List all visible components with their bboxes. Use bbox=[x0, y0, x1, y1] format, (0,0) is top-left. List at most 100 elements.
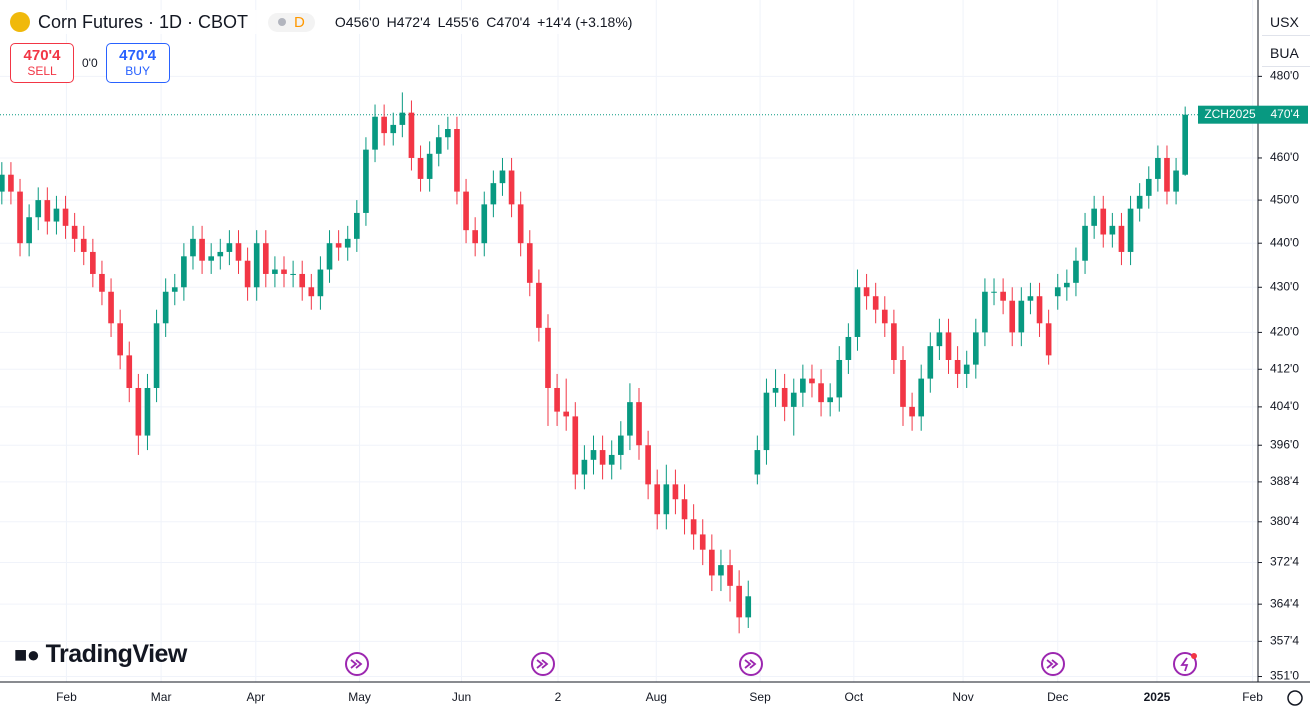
sell-button[interactable]: 470'4 SELL bbox=[10, 43, 74, 83]
interval-badge[interactable]: D bbox=[268, 12, 315, 32]
candle-body bbox=[909, 406, 915, 417]
candle-body bbox=[699, 534, 706, 550]
candle-body bbox=[17, 191, 23, 244]
candle-body bbox=[1145, 178, 1152, 196]
candle-body bbox=[936, 332, 943, 347]
y-tick-label: 460'0 bbox=[1270, 150, 1299, 164]
candle-body bbox=[790, 392, 797, 407]
candle-body bbox=[845, 336, 852, 360]
ohlc-item: C470'4 bbox=[486, 14, 530, 30]
sell-label: SELL bbox=[27, 64, 57, 78]
candle-body bbox=[536, 282, 542, 328]
event-markers[interactable] bbox=[345, 652, 1197, 676]
candle-body bbox=[408, 112, 415, 158]
candle-body bbox=[545, 327, 551, 388]
symbol-title[interactable]: Corn Futures · 1D · CBOT bbox=[38, 11, 249, 32]
candle-body bbox=[754, 450, 761, 475]
y-tick-label: 412'0 bbox=[1270, 361, 1299, 375]
ohlc-item: O456'0 bbox=[335, 14, 380, 30]
candle-body bbox=[171, 287, 178, 292]
candle-body bbox=[572, 416, 579, 475]
candle-body bbox=[881, 309, 888, 324]
candle-body bbox=[335, 243, 342, 248]
candle-body bbox=[144, 387, 151, 436]
candle-body bbox=[153, 323, 160, 388]
candle-body bbox=[26, 217, 32, 244]
candle-body bbox=[927, 346, 934, 379]
candle-body bbox=[972, 332, 979, 365]
candle-body bbox=[135, 387, 142, 436]
candle-body bbox=[772, 387, 779, 393]
candle-body bbox=[354, 212, 360, 239]
x-tick-label: Aug bbox=[646, 690, 667, 704]
x-tick-label: Mar bbox=[151, 690, 172, 704]
candle-body bbox=[945, 332, 952, 360]
ohlc-value: 472'4 bbox=[396, 14, 431, 30]
y-tick-label: 480'0 bbox=[1270, 69, 1299, 83]
ohlc-item: L455'6 bbox=[438, 14, 480, 30]
ohlc-value: 456'0 bbox=[345, 14, 380, 30]
candle-body bbox=[627, 402, 633, 436]
candle-body bbox=[508, 170, 515, 205]
candle-body bbox=[244, 260, 251, 288]
candle-body bbox=[235, 243, 242, 261]
candle-body bbox=[0, 174, 5, 192]
ohlc-legend: O456'0 H472'4 L455'6 C470'4 +14'4 (+3.18%) bbox=[335, 14, 633, 30]
candle-body bbox=[445, 129, 451, 138]
price-tag bbox=[1262, 105, 1308, 124]
candle-body bbox=[62, 208, 69, 226]
candle-body bbox=[417, 157, 424, 179]
candle-body bbox=[80, 238, 87, 252]
candle-body bbox=[1073, 260, 1079, 283]
candle-body bbox=[71, 225, 78, 239]
y-tick-label: 351'0 bbox=[1270, 669, 1299, 683]
candle-body bbox=[1164, 157, 1170, 192]
candle-body bbox=[372, 116, 378, 150]
candle-body bbox=[900, 359, 906, 407]
candle-body bbox=[1018, 300, 1025, 333]
candle-body bbox=[454, 129, 460, 192]
ohlc-item: H472'4 bbox=[387, 14, 431, 30]
candle-body bbox=[481, 204, 488, 244]
candle-body bbox=[982, 291, 988, 333]
candle-body bbox=[381, 116, 387, 134]
event-marker[interactable] bbox=[1173, 652, 1197, 676]
candle-body bbox=[44, 200, 51, 222]
candle-body bbox=[818, 383, 824, 403]
candle-body bbox=[617, 435, 624, 455]
candle-body bbox=[181, 256, 187, 288]
candle-body bbox=[8, 174, 14, 192]
ohlc-change: +14'4 (+3.18%) bbox=[537, 14, 633, 30]
x-tick-label: Sep bbox=[749, 690, 771, 704]
candle-body bbox=[363, 149, 369, 213]
settings-icon[interactable] bbox=[1287, 690, 1303, 706]
candle-body bbox=[554, 387, 560, 412]
candle-body bbox=[53, 208, 60, 222]
candle-body bbox=[636, 402, 642, 446]
symbol-tag-label: ZCH2025 bbox=[1204, 107, 1256, 121]
currency-control[interactable]: USX bbox=[1262, 8, 1310, 36]
y-tick-label: 388'4 bbox=[1270, 474, 1299, 488]
candle-body bbox=[99, 273, 105, 292]
candle-body bbox=[208, 256, 215, 261]
candle-body bbox=[1009, 300, 1016, 333]
candle-body bbox=[672, 484, 679, 500]
x-tick-label: Feb bbox=[56, 690, 77, 704]
x-tick-label: Nov bbox=[952, 690, 973, 704]
unit-control[interactable]: BUA bbox=[1262, 39, 1310, 67]
candle-body bbox=[1155, 157, 1161, 179]
y-tick-label: 396'0 bbox=[1270, 437, 1299, 451]
grid bbox=[0, 0, 1258, 682]
candle-body bbox=[690, 519, 697, 535]
candle-body bbox=[281, 269, 287, 274]
candle-body bbox=[262, 243, 269, 274]
candle-body bbox=[499, 170, 506, 184]
last-price-tag: ZCH2025 470'4 bbox=[1198, 105, 1308, 124]
event-icon bbox=[350, 657, 1189, 672]
candle-body bbox=[1091, 208, 1097, 226]
buy-button[interactable]: 470'4 BUY bbox=[105, 43, 170, 83]
candle-body bbox=[608, 454, 615, 465]
candle-body bbox=[654, 484, 661, 515]
candle-body bbox=[463, 191, 469, 231]
